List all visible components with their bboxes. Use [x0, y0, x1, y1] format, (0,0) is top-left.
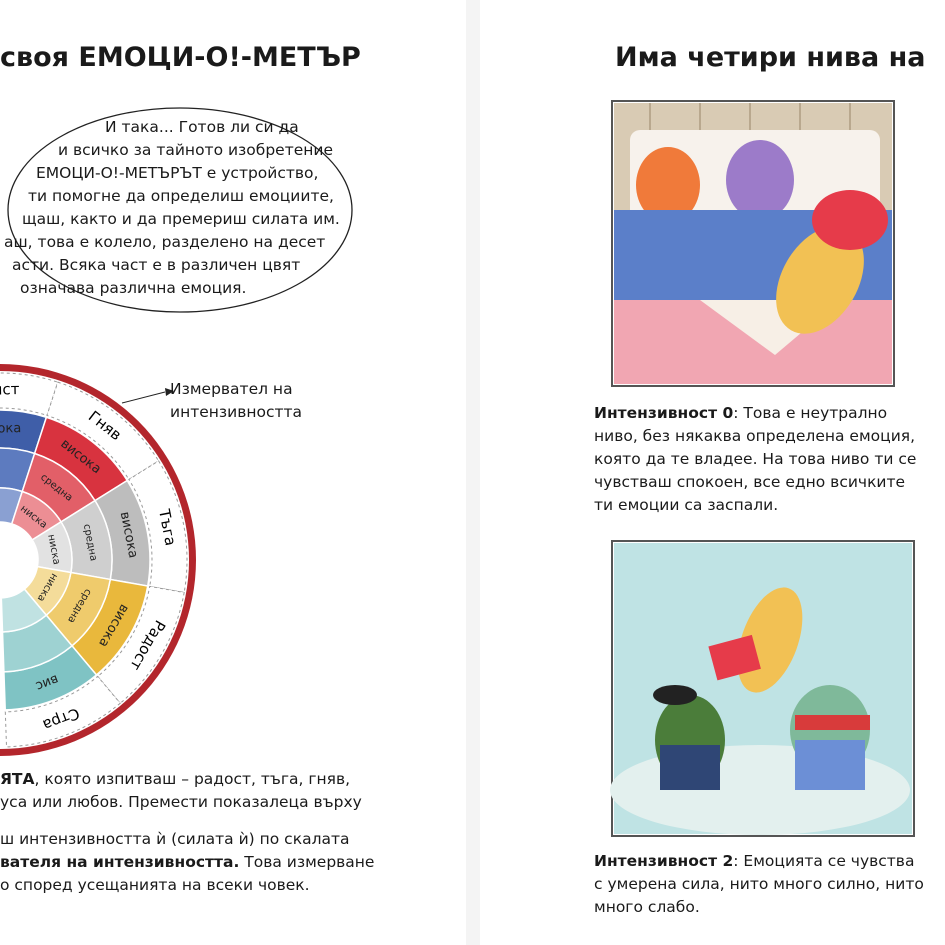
- caption-line: много слабо.: [594, 896, 924, 919]
- spine: [466, 0, 480, 945]
- body-text: ЯТА, която изпитваш – радост, тъга, гняв…: [0, 768, 374, 897]
- text: : Това е неутрално: [733, 404, 888, 422]
- text: която да те владее. На това ниво ти се: [594, 450, 917, 468]
- body-line: ш интензивността ѝ (силата ѝ) по скалата: [0, 828, 374, 851]
- text: , която изпитваш – радост, тъга, гняв,: [34, 770, 351, 788]
- text: ти емоции са заспали.: [594, 496, 779, 514]
- text: ниво, без някаква определена емоция,: [594, 427, 916, 445]
- bubble-line: означава различна емоция.: [20, 279, 247, 297]
- illustration-sleeping: [611, 100, 895, 387]
- caption: Интензивност 0: Това е неутрално ниво, бе…: [594, 402, 916, 517]
- bubble-line: И така... Готов ли си да: [105, 118, 299, 136]
- annotation: Измервател на интензивността: [170, 378, 302, 424]
- caption-line: която да те владее. На това ниво ти се: [594, 448, 916, 471]
- text: с умерена сила, нито много силно, нито: [594, 875, 924, 893]
- intensity-band: [0, 588, 48, 633]
- bubble-line: ЕМОЦИ-О!-МЕТЪРЪТ е устройство,: [36, 164, 319, 182]
- right-title: Има четири нива на: [615, 42, 926, 73]
- text: ш интензивността ѝ (силата ѝ) по скалата: [0, 830, 350, 848]
- bold-text: ЯТА: [0, 770, 35, 788]
- annotation-line: Измервател на: [170, 380, 293, 398]
- annotation-line: интензивността: [170, 403, 303, 421]
- bold-text: вателя на интензивността.: [0, 853, 240, 871]
- text: Това измерване: [239, 853, 375, 871]
- body-line: уса или любов. Премести показалеца върху: [0, 791, 374, 814]
- text: уса или любов. Премести показалеца върху: [0, 793, 362, 811]
- wheel-hub: [0, 522, 38, 598]
- body-line: вателя на интензивността. Това измерване: [0, 851, 374, 874]
- text: о според усещанията на всеки човек.: [0, 876, 310, 894]
- bubble-line: ти помогне да определиш емоциите,: [28, 187, 334, 205]
- emotion-ring: [4, 675, 121, 748]
- caption-line: Интензивност 0: Това е неутрално: [594, 402, 916, 425]
- body-line: о според усещанията на всеки човек.: [0, 874, 374, 897]
- emotion-ring: [0, 372, 59, 417]
- emotion-ring: [96, 585, 185, 704]
- caption-line: ти емоции са заспали.: [594, 494, 916, 517]
- level-label: висока: [0, 421, 21, 437]
- body-line: ЯТА, която изпитваш – радост, тъга, гняв…: [0, 768, 374, 791]
- bubble-text: И така... Готов ли си да и всичко за тайн…: [0, 116, 350, 300]
- text: много слабо.: [594, 898, 700, 916]
- caption-label: Интензивност 2: [594, 852, 734, 870]
- left-title: своя ЕМОЦИ-О!-МЕТЪР: [0, 42, 361, 73]
- bubble-line: щаш, както и да премериш силата им.: [22, 210, 340, 228]
- emotion-ring: [128, 460, 188, 594]
- caption-label: Интензивност 0: [594, 404, 734, 422]
- illustration-dancing: [610, 540, 915, 837]
- caption-line: чувстваш спокоен, все едно всичките: [594, 471, 916, 494]
- speech-bubble: [7, 107, 353, 313]
- pointer-line: [121, 391, 166, 404]
- caption-line: ниво, без някаква определена емоция,: [594, 425, 916, 448]
- caption-line: Интензивност 2: Емоцията се чувства: [594, 850, 924, 873]
- emotion-ring: [46, 381, 160, 481]
- bubble-line: аш, това е колело, разделено на десет: [4, 233, 326, 251]
- bubble-line: асти. Всяка част е в различен цвят: [12, 256, 301, 274]
- caption-line: с умерена сила, нито много силно, нито: [594, 873, 924, 896]
- caption: Интензивност 2: Емоцията се чувства с уме…: [594, 850, 924, 919]
- arrowhead: [165, 388, 174, 396]
- text: : Емоцията се чувства: [733, 852, 915, 870]
- emotion-label: авист: [0, 380, 20, 399]
- text: чувстваш спокоен, все едно всичките: [594, 473, 906, 491]
- bubble-line: и всичко за тайното изобретение: [58, 141, 334, 159]
